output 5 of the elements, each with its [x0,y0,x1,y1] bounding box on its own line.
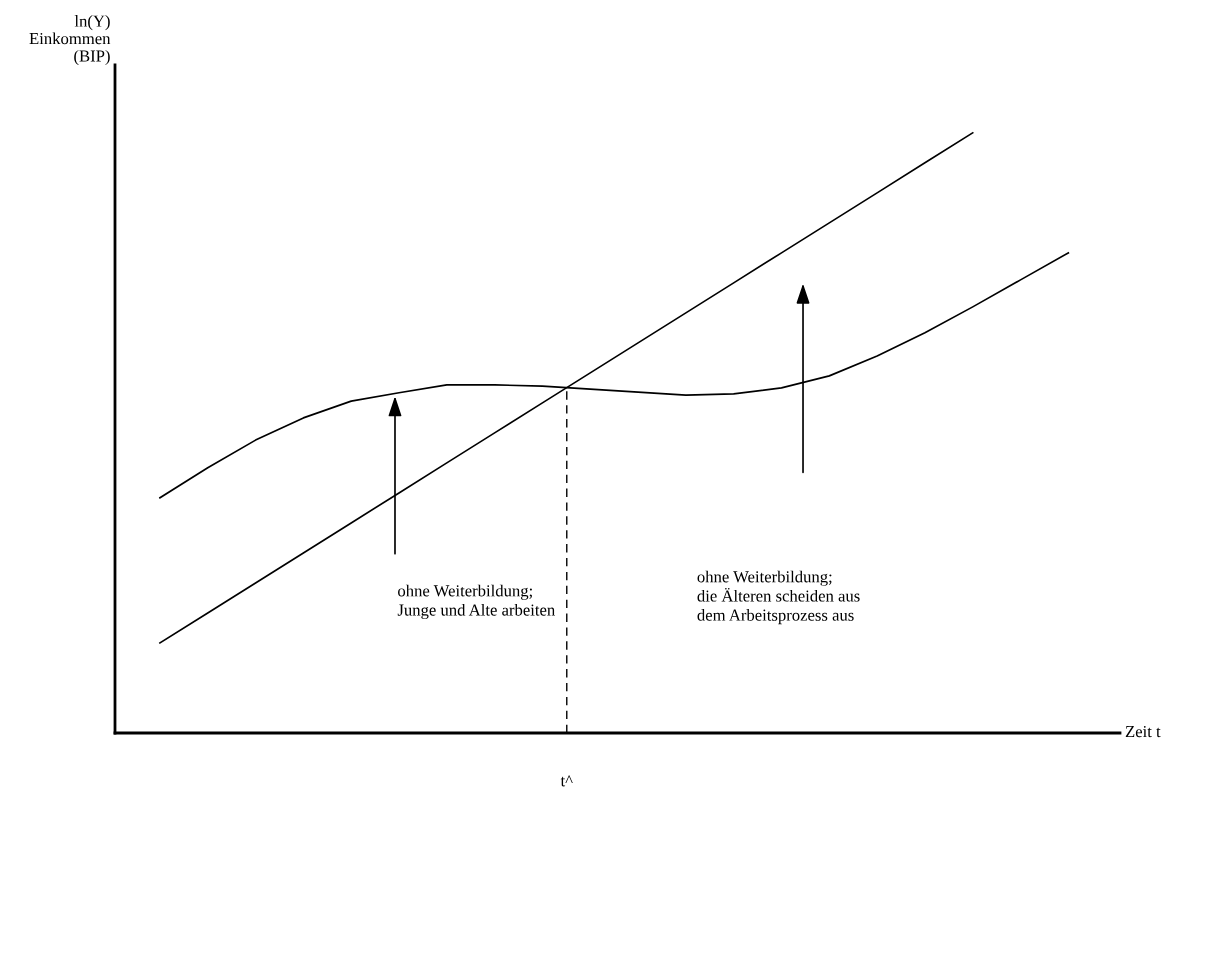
text: t^ [560,775,573,787]
x-axis-title: Zeit t [1125,725,1161,738]
annotation: ohne Weiterbildung; die Älteren scheiden aus dem Arbeitsprozess aus [697,570,860,625]
y-axis-title: ln(Y) Einkommen (BIP) [29,15,111,65]
annotation: ohne Weiterbildung; Junge und Alte arbeiten [397,584,555,620]
